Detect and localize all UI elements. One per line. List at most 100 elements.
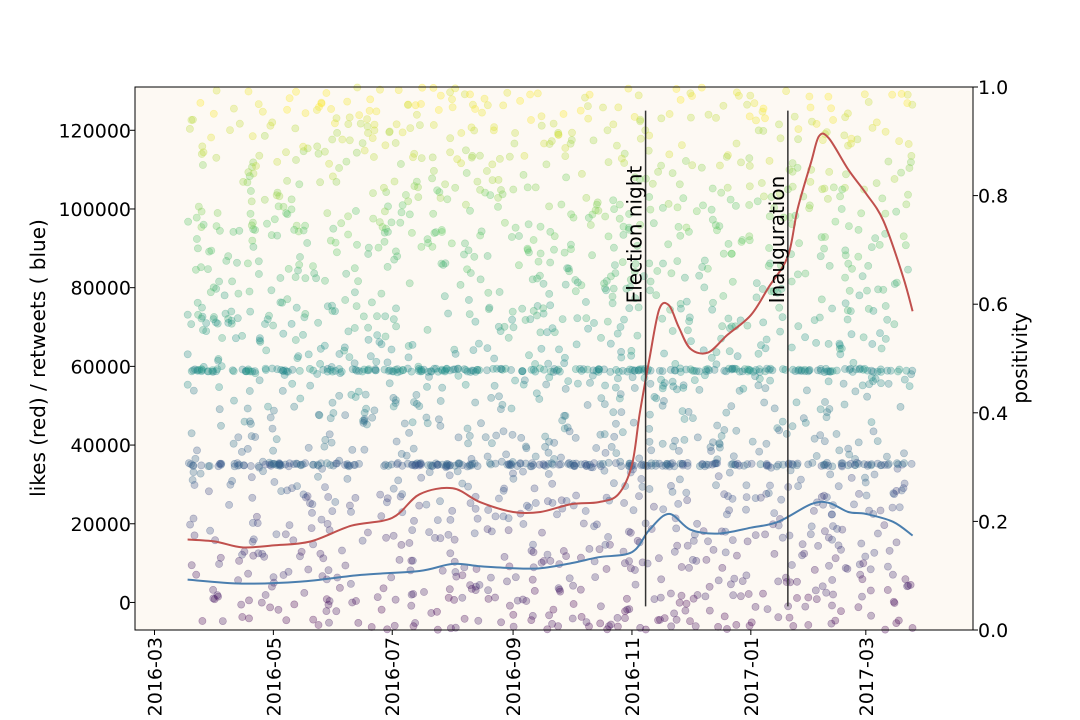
scatter-point (198, 366, 207, 374)
scatter-point (260, 552, 269, 561)
scatter-point (489, 126, 498, 135)
scatter-point (881, 302, 890, 310)
x-tick-label: 2017-03 (856, 637, 878, 716)
scatter-point (374, 243, 383, 252)
scatter-point (880, 521, 889, 529)
scatter-point (851, 461, 859, 469)
scatter-point (820, 368, 829, 376)
scatter-point (530, 587, 539, 595)
scatter-point (194, 310, 202, 319)
scatter-point (873, 459, 882, 468)
scatter-point (205, 462, 214, 470)
scatter-point (354, 619, 363, 627)
scatter-point (461, 239, 469, 248)
scatter-point (384, 461, 393, 470)
scatter-point (199, 220, 208, 229)
scatter-point (376, 85, 384, 94)
scatter-point (187, 460, 195, 469)
scatter-point (828, 576, 837, 584)
scatter-point (631, 566, 639, 574)
scatter-point (841, 273, 849, 282)
scatter-point (217, 362, 226, 370)
scatter-point (377, 605, 386, 614)
scatter-point (531, 499, 540, 507)
scatter-point (192, 213, 201, 222)
scatter-point (308, 500, 317, 509)
scatter-point (645, 193, 654, 201)
scatter-point (426, 367, 435, 376)
scatter-point (657, 375, 665, 384)
scatter-point (328, 135, 337, 144)
scatter-point (265, 458, 274, 467)
scatter-point (414, 364, 423, 373)
scatter-point (755, 374, 764, 383)
scatter-point (576, 585, 585, 594)
scatter-point (431, 228, 440, 237)
scatter-point (828, 367, 837, 375)
scatter-point (189, 468, 198, 477)
scatter-point (529, 540, 537, 549)
scatter-point (475, 151, 484, 160)
scatter-point (389, 315, 398, 324)
scatter-point (415, 460, 423, 468)
scatter-point (300, 589, 309, 597)
scatter-point (837, 344, 846, 353)
scatter-point (186, 520, 194, 529)
scatter-point (385, 366, 394, 375)
scatter-point (235, 226, 244, 235)
scatter-point (872, 118, 881, 127)
scatter-point (870, 548, 879, 557)
scatter-point (473, 365, 482, 374)
scatter-point (188, 476, 197, 484)
scatter-point (290, 402, 299, 411)
scatter-point (450, 535, 459, 544)
scatter-point (296, 460, 305, 469)
scatter-point (531, 360, 539, 368)
scatter-point (299, 147, 308, 156)
scatter-point (424, 461, 433, 470)
scatter-point (233, 459, 242, 467)
scatter-point (347, 507, 355, 516)
scatter-point (582, 618, 591, 626)
scatter-point (735, 91, 743, 100)
scatter-point (537, 558, 546, 567)
scatter-point (428, 462, 436, 471)
scatter-point (518, 304, 527, 313)
scatter-point (283, 176, 291, 185)
scatter-point (886, 366, 895, 375)
scatter-point (900, 459, 908, 468)
scatter-point (889, 597, 898, 606)
scatter-point (508, 430, 517, 439)
scatter-point (611, 383, 620, 392)
scatter-point (784, 459, 793, 468)
scatter-point (414, 193, 423, 201)
scatter-point (836, 341, 844, 350)
scatter-point (328, 367, 337, 376)
scatter-point (197, 223, 206, 231)
scatter-point (414, 362, 423, 371)
scatter-point (765, 365, 773, 374)
scatter-point (316, 344, 325, 353)
scatter-point (554, 130, 563, 139)
scatter-point (424, 239, 432, 247)
scatter-point (620, 499, 628, 507)
scatter-point (654, 167, 662, 176)
scatter-point (392, 120, 401, 129)
scatter-point (228, 277, 236, 286)
scatter-point (405, 279, 414, 288)
scatter-point (499, 512, 508, 521)
scatter-point (821, 233, 829, 241)
scatter-point (569, 581, 577, 590)
scatter-point (582, 298, 590, 306)
scatter-point (229, 104, 238, 113)
scatter-point (827, 619, 836, 628)
scatter-point (732, 201, 740, 210)
scatter-point (410, 182, 419, 190)
scatter-point (592, 200, 601, 209)
scatter-point (759, 126, 768, 135)
scatter-point (613, 614, 622, 622)
scatter-point (854, 438, 863, 447)
scatter-point (390, 177, 399, 186)
scatter-point (625, 557, 633, 565)
